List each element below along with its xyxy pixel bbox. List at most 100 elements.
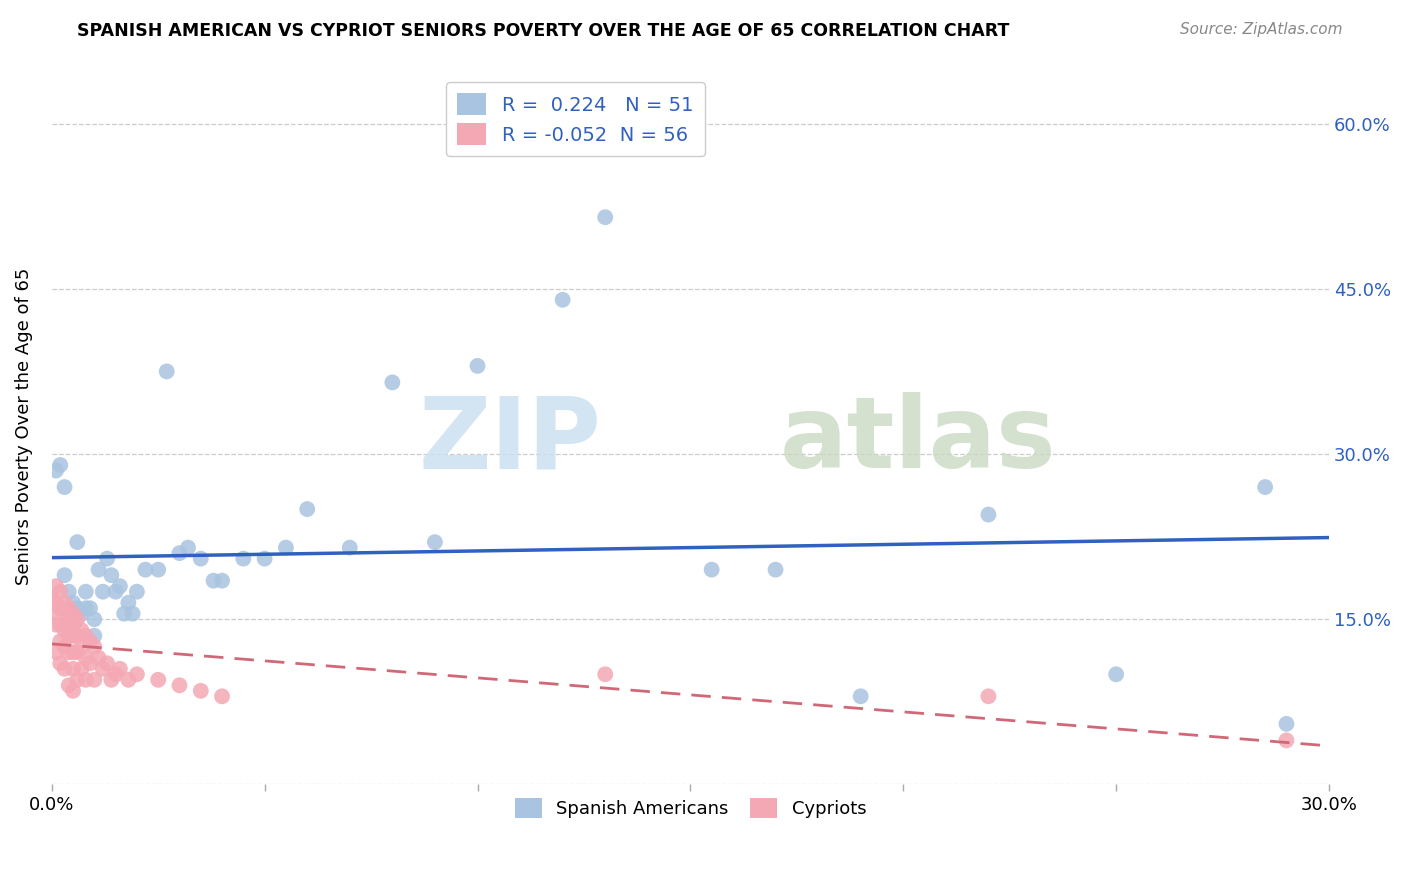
Point [700, 563, 723, 577]
Point [1254, 480, 1277, 494]
Point [849, 690, 872, 704]
Point [211, 690, 233, 704]
Point [177, 541, 200, 555]
Point [977, 690, 1000, 704]
Point [58, 645, 80, 659]
Point [53, 480, 76, 494]
Point [41, 590, 63, 604]
Point [62, 617, 84, 632]
Point [70, 624, 93, 638]
Point [66, 645, 89, 659]
Point [53, 568, 76, 582]
Point [58, 607, 80, 621]
Point [62, 662, 84, 676]
Point [104, 584, 127, 599]
Point [253, 551, 276, 566]
Text: Source: ZipAtlas.com: Source: ZipAtlas.com [1180, 22, 1343, 37]
Point [58, 612, 80, 626]
Point [190, 551, 212, 566]
Point [75, 673, 97, 687]
Point [91, 662, 114, 676]
Point [169, 546, 191, 560]
Point [49, 657, 72, 671]
Point [148, 673, 170, 687]
Point [49, 634, 72, 648]
Point [83, 629, 105, 643]
Point [87, 563, 110, 577]
Point [117, 596, 139, 610]
Point [45, 579, 67, 593]
Point [41, 607, 63, 621]
Point [381, 376, 404, 390]
Point [96, 657, 118, 671]
Point [75, 601, 97, 615]
Point [87, 650, 110, 665]
Point [62, 645, 84, 659]
Point [45, 596, 67, 610]
Point [202, 574, 225, 588]
Point [423, 535, 446, 549]
Point [211, 574, 233, 588]
Point [91, 584, 114, 599]
Point [49, 617, 72, 632]
Point [66, 612, 89, 626]
Point [112, 607, 135, 621]
Point [53, 607, 76, 621]
Point [1275, 716, 1298, 731]
Point [75, 629, 97, 643]
Point [70, 607, 93, 621]
Point [45, 617, 67, 632]
Point [75, 650, 97, 665]
Point [49, 458, 72, 472]
Point [765, 563, 787, 577]
Point [79, 634, 101, 648]
Point [169, 678, 191, 692]
Text: SPANISH AMERICAN VS CYPRIOT SENIORS POVERTY OVER THE AGE OF 65 CORRELATION CHART: SPANISH AMERICAN VS CYPRIOT SENIORS POVE… [77, 22, 1010, 40]
Point [108, 579, 131, 593]
Point [62, 683, 84, 698]
Point [190, 683, 212, 698]
Point [75, 584, 97, 599]
Point [70, 662, 93, 676]
Point [977, 508, 1000, 522]
Point [53, 662, 76, 676]
Point [45, 464, 67, 478]
Point [83, 673, 105, 687]
Point [62, 629, 84, 643]
Point [108, 662, 131, 676]
Point [104, 667, 127, 681]
Point [551, 293, 574, 307]
Point [83, 612, 105, 626]
Point [593, 211, 616, 225]
Point [49, 584, 72, 599]
Point [117, 673, 139, 687]
Y-axis label: Seniors Poverty Over the Age of 65: Seniors Poverty Over the Age of 65 [15, 268, 32, 585]
Point [100, 673, 122, 687]
Point [593, 667, 616, 681]
Text: atlas: atlas [780, 392, 1056, 490]
Point [53, 596, 76, 610]
Point [121, 607, 143, 621]
Point [232, 551, 254, 566]
Point [66, 601, 89, 615]
Point [1275, 733, 1298, 747]
Point [1105, 667, 1128, 681]
Point [58, 678, 80, 692]
Point [58, 584, 80, 599]
Point [83, 640, 105, 654]
Point [62, 617, 84, 632]
Point [156, 364, 179, 378]
Point [134, 563, 156, 577]
Point [125, 584, 148, 599]
Point [295, 502, 318, 516]
Legend: Spanish Americans, Cypriots: Spanish Americans, Cypriots [508, 791, 873, 825]
Point [45, 645, 67, 659]
Text: ZIP: ZIP [418, 392, 600, 490]
Point [70, 640, 93, 654]
Point [148, 563, 170, 577]
Point [53, 640, 76, 654]
Point [125, 667, 148, 681]
Point [58, 601, 80, 615]
Point [96, 551, 118, 566]
Point [58, 629, 80, 643]
